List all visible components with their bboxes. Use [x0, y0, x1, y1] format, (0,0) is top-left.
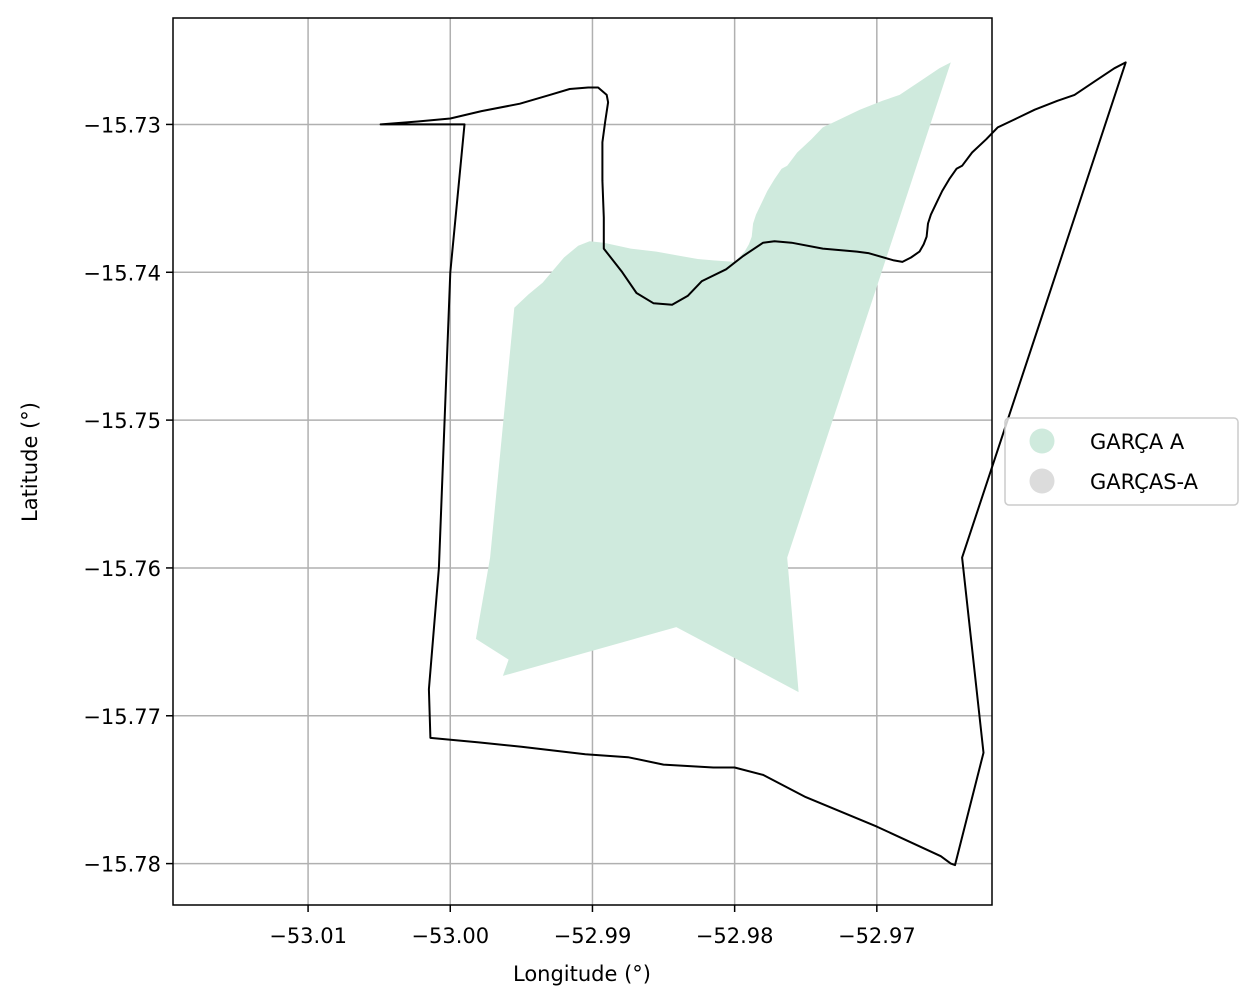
x-tick-label: −53.01: [269, 924, 347, 948]
y-axis-ticks: −15.73 −15.74 −15.75 −15.76 −15.77 −15.78: [83, 113, 173, 877]
boundary-layer: [379, 61, 1127, 867]
y-tick-label: −15.75: [83, 409, 161, 433]
x-axis-title: Longitude (°): [513, 962, 651, 986]
x-tick-label: −53.00: [411, 924, 489, 948]
plot-frame: [172, 17, 993, 906]
legend: GARÇA A GARÇAS-A: [1004, 417, 1239, 506]
y-tick-label: −15.77: [83, 705, 161, 729]
legend-marker-garcas-a: [1029, 468, 1055, 494]
y-axis-title: Latitude (°): [18, 402, 42, 522]
legend-marker-garca-a: [1029, 428, 1055, 454]
legend-label-garca-a: GARÇA A: [1090, 430, 1185, 454]
area-polygon-garca-a: [475, 62, 951, 693]
legend-box: [1004, 417, 1239, 506]
x-tick-label: −52.98: [696, 924, 774, 948]
y-tick-label: −15.78: [83, 853, 161, 877]
boundary-outline: [379, 61, 1127, 867]
x-tick-label: −52.97: [838, 924, 916, 948]
x-axis-ticks: −53.01 −53.00 −52.99 −52.98 −52.97: [269, 905, 916, 948]
y-tick-label: −15.73: [83, 113, 161, 137]
area-layer: [475, 62, 951, 693]
x-tick-label: −52.99: [554, 924, 632, 948]
y-tick-label: −15.76: [83, 557, 161, 581]
y-tick-label: −15.74: [83, 261, 161, 285]
legend-label-garcas-a: GARÇAS-A: [1090, 470, 1199, 494]
